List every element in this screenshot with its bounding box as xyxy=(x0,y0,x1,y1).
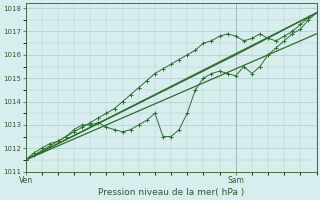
X-axis label: Pression niveau de la mer( hPa ): Pression niveau de la mer( hPa ) xyxy=(98,188,244,197)
